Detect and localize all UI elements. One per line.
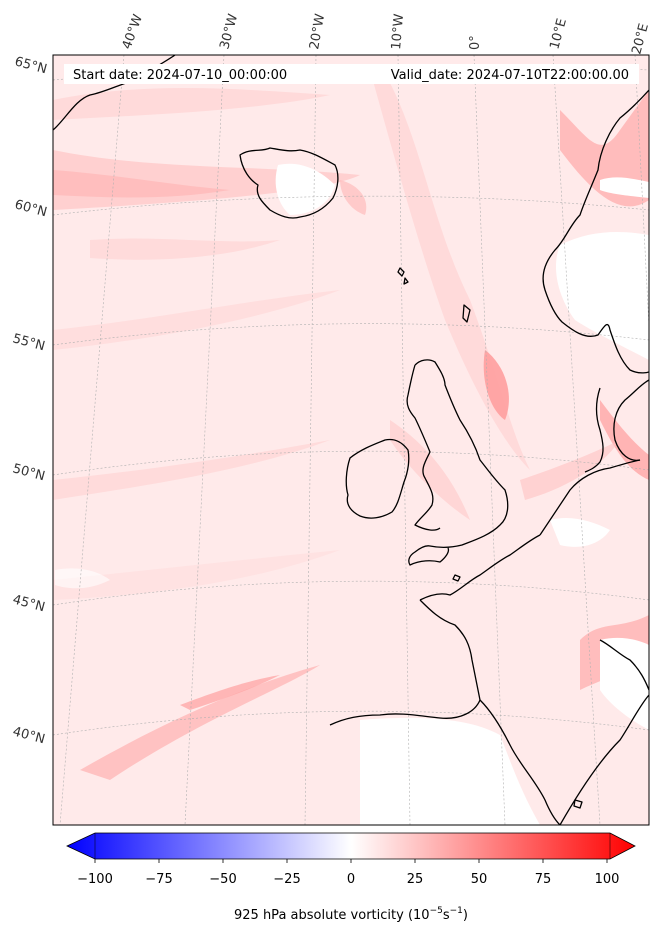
faroe-islands (397, 267, 409, 285)
lat-label-60n: 60°N (13, 197, 49, 220)
colorbar-label: 925 hPa absolute vorticity (10−5s−1) (234, 906, 468, 923)
france-north-coast (419, 534, 541, 601)
lat-label-55n: 55°N (11, 331, 47, 354)
channel-islands (452, 574, 461, 582)
colorbar: −100 −75 −50 −25 0 25 50 75 100 925 hPa … (66, 832, 636, 923)
colorbar-gradient (66, 832, 636, 860)
lon-label-20w: 20°W (307, 13, 328, 51)
cb-tick-neg50: −50 (209, 872, 236, 887)
vorticity-field (53, 65, 649, 780)
ireland-coast (345, 438, 410, 519)
lon-label-0: 0° (468, 35, 483, 50)
norway-coast (542, 89, 649, 374)
map-panel (53, 55, 649, 825)
white-patches (55, 163, 649, 825)
cb-tick-neg75: −75 (145, 872, 172, 887)
cb-tick-50: 50 (471, 872, 488, 887)
shetland (462, 304, 471, 323)
longitude-labels: 40°W 30°W 20°W 10°W 0° 10°E 20°E (120, 12, 652, 56)
lon-label-40w: 40°W (120, 12, 146, 51)
lat-label-45n: 45°N (11, 592, 47, 615)
lat-label-40n: 40°N (11, 724, 47, 747)
valid-date-label: Valid_date: 2024-07-10T22:00:00.00 (391, 68, 629, 83)
coastlines (53, 55, 649, 825)
cb-tick-25: 25 (407, 872, 424, 887)
iberia-coast (329, 699, 561, 825)
lat-label-65n: 65°N (13, 54, 49, 77)
lon-label-20e: 20°E (629, 22, 652, 56)
italy-coast (599, 639, 649, 691)
cb-tick-75: 75 (535, 872, 552, 887)
denmark-coast (584, 387, 604, 473)
cb-tick-100: 100 (595, 872, 620, 887)
france-west-coast (419, 599, 481, 701)
balearic (573, 799, 583, 809)
britain-west (406, 364, 441, 531)
lon-label-10e: 10°E (547, 17, 570, 51)
map-frame (52, 54, 650, 826)
latitude-labels: 65°N 60°N 55°N 50°N 45°N 40°N (11, 54, 49, 747)
colorbar-tick-labels: −100 −75 −50 −25 0 25 50 75 100 (77, 872, 619, 887)
lon-label-30w: 30°W (217, 12, 241, 51)
header-background (64, 64, 639, 84)
lon-label-10w: 10°W (389, 13, 407, 50)
continent-coast (539, 459, 641, 536)
cb-tick-0: 0 (347, 872, 355, 887)
mediterranean-coast (559, 694, 649, 825)
cb-tick-neg100: −100 (77, 872, 113, 887)
cb-tick-neg25: −25 (273, 872, 300, 887)
iceland-coast (239, 147, 339, 219)
start-date-label: Start date: 2024-07-10_00:00:00 (73, 68, 287, 83)
colorbar-ticks (94, 859, 608, 863)
scotland-coast (408, 359, 509, 566)
lat-label-50n: 50°N (11, 461, 47, 484)
sweden-coast (613, 379, 649, 461)
